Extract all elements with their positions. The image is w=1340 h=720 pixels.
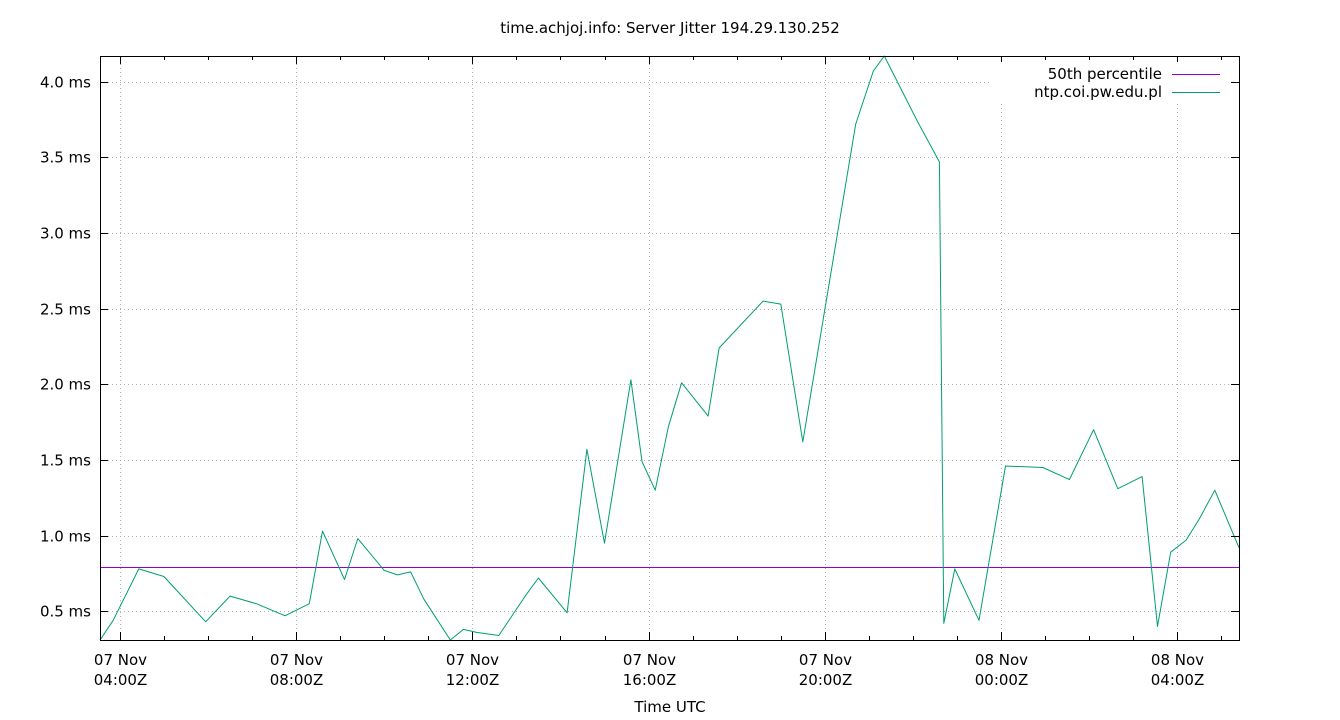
x-tick-label-date: 07 Nov: [623, 651, 676, 669]
y-tick-label: 2.0 ms: [40, 376, 91, 394]
y-tick-label: 1.5 ms: [40, 452, 91, 470]
x-tick-label-time: 00:00Z: [975, 671, 1029, 689]
legend-background: [990, 62, 1230, 102]
legend-label: ntp.coi.pw.edu.pl: [1034, 83, 1162, 101]
x-axis-label: Time UTC: [633, 698, 705, 716]
plot-frame: [100, 56, 1240, 641]
x-tick-label-date: 07 Nov: [270, 651, 323, 669]
x-tick-label-time: 08:00Z: [270, 671, 324, 689]
x-tick-label-time: 12:00Z: [446, 671, 500, 689]
chart-title: time.achjoj.info: Server Jitter 194.29.1…: [500, 19, 840, 37]
series-line: [99, 55, 1240, 641]
x-tick-label-date: 07 Nov: [799, 651, 852, 669]
legend-label: 50th percentile: [1048, 65, 1162, 83]
y-axis: 0.5 ms 1.0 ms 1.5 ms 2.0 ms 2.5 ms 3.0 ms 3.5 …: [40, 74, 1239, 621]
x-tick-label-time: 04:00Z: [1151, 671, 1205, 689]
plot-area: [99, 55, 1240, 641]
y-tick-label: 3.0 ms: [40, 225, 91, 243]
x-axis: 07 Nov 04:00Z 07 Nov 08:00Z 07 Nov 12:00Z 07 N…: [94, 56, 1222, 689]
y-tick-label: 1.0 ms: [40, 528, 91, 546]
grid: [100, 56, 1239, 640]
y-tick-label: 2.5 ms: [40, 301, 91, 319]
x-tick-label-date: 08 Nov: [1151, 651, 1204, 669]
y-tick-label: 3.5 ms: [40, 149, 91, 167]
x-tick-label-date: 07 Nov: [446, 651, 499, 669]
x-tick-label-date: 08 Nov: [975, 651, 1028, 669]
y-tick-label: 0.5 ms: [40, 603, 91, 621]
y-tick-label: 4.0 ms: [40, 74, 91, 92]
x-tick-label-date: 07 Nov: [94, 651, 147, 669]
x-tick-label-time: 04:00Z: [94, 671, 148, 689]
x-tick-label-time: 20:00Z: [799, 671, 853, 689]
x-tick-label-time: 16:00Z: [623, 671, 677, 689]
